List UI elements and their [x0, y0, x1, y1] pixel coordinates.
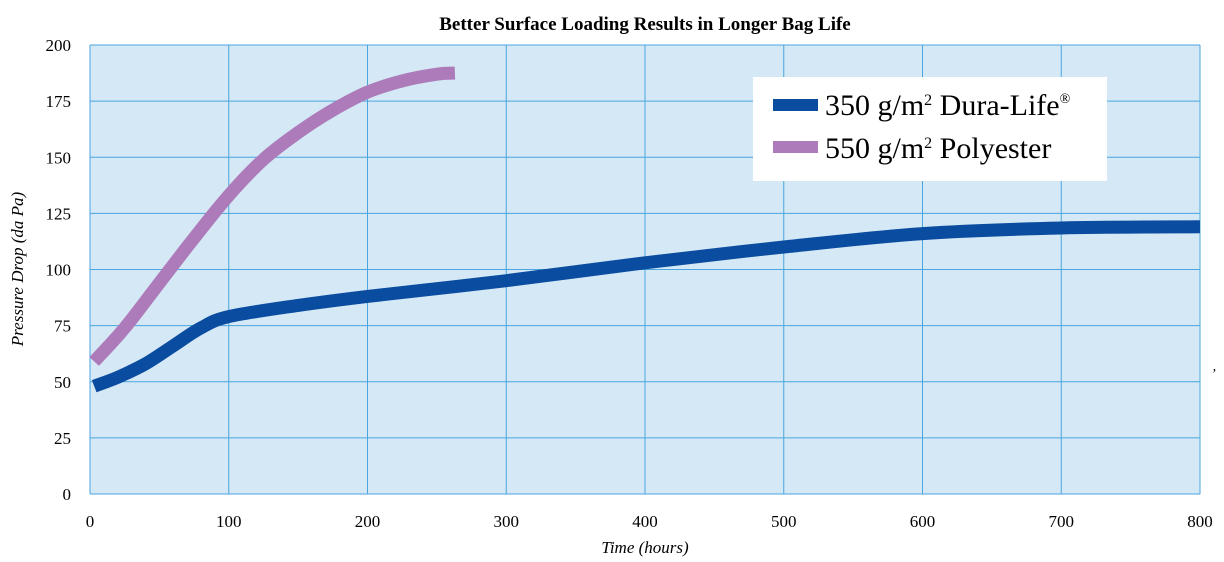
y-tick-label: 25: [54, 429, 71, 448]
x-tick-label: 700: [1049, 512, 1075, 531]
x-tick-label: 100: [216, 512, 242, 531]
x-tick-label: 500: [771, 512, 797, 531]
series-lines: [89, 66, 1201, 393]
y-tick-label: 100: [46, 261, 72, 280]
x-axis-label: Time (hours): [601, 538, 689, 557]
x-tick-label: 600: [910, 512, 936, 531]
series-line-dura-life: [91, 220, 1201, 393]
x-axis-ticks: 0 100 200 300 400 500 600 700 800: [86, 512, 1213, 531]
y-tick-label: 125: [46, 204, 72, 223]
x-tick-label: 400: [632, 512, 658, 531]
x-tick-label: 200: [355, 512, 381, 531]
y-tick-label: 75: [54, 317, 71, 336]
y-tick-label: 175: [46, 92, 72, 111]
y-tick-label: 50: [54, 373, 71, 392]
legend-swatch-dura-life: [773, 99, 818, 111]
y-tick-label: 0: [63, 485, 72, 504]
y-axis-ticks: 0 25 50 75 100 125 150 175 200: [46, 36, 72, 504]
legend: 350 g/m2 Dura-Life® 550 g/m2 Polyester: [753, 77, 1107, 181]
y-tick-label: 200: [46, 36, 72, 55]
chart-title: Better Surface Loading Results in Longer…: [439, 14, 851, 35]
y-axis-label: Pressure Drop (da Pa): [8, 191, 27, 347]
series-line-polyester: [89, 66, 456, 366]
x-tick-label: 0: [86, 512, 95, 531]
x-tick-label: 300: [494, 512, 520, 531]
legend-swatch-polyester: [773, 141, 818, 153]
legend-label-polyester: 550 g/m2 Polyester: [825, 132, 1051, 165]
x-tick-label: 800: [1187, 512, 1213, 531]
legend-box: [753, 77, 1107, 181]
y-tick-label: 150: [46, 148, 72, 167]
stray-mark: ’: [1212, 367, 1217, 382]
legend-label-dura-life: 350 g/m2 Dura-Life®: [825, 89, 1071, 122]
